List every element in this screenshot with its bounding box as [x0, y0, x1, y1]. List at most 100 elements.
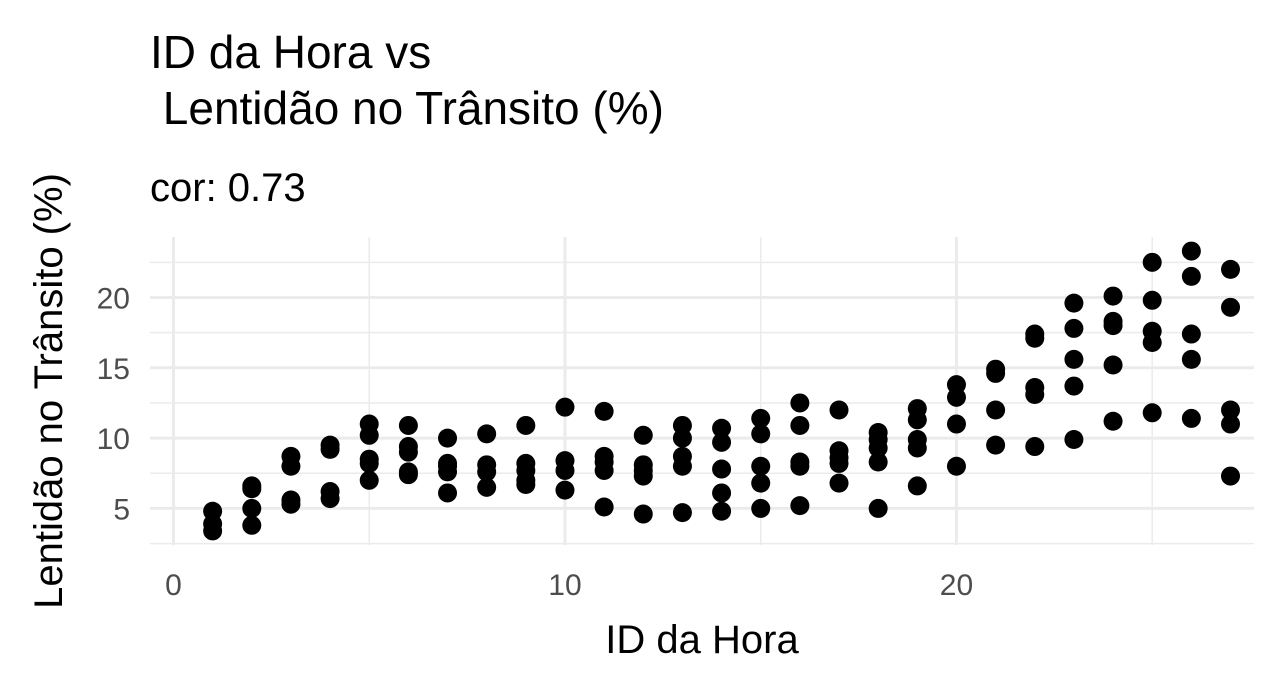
data-point: [946, 456, 966, 476]
data-point: [751, 473, 771, 493]
data-point: [555, 397, 575, 417]
data-point: [398, 415, 418, 435]
data-point: [633, 455, 653, 475]
data-point: [751, 424, 771, 444]
data-point: [986, 435, 1006, 455]
data-point: [790, 452, 810, 472]
data-point: [1181, 408, 1201, 428]
data-point: [907, 399, 927, 419]
data-point: [1181, 266, 1201, 286]
data-point: [359, 414, 379, 434]
data-point: [477, 477, 497, 497]
data-point: [907, 430, 927, 450]
y-tick-labels: 5 10 15 20: [97, 282, 130, 526]
data-point: [242, 515, 262, 535]
data-point: [359, 470, 379, 490]
data-point: [555, 451, 575, 471]
data-point: [398, 462, 418, 482]
data-point: [1181, 241, 1201, 261]
data-point: [712, 483, 732, 503]
data-point: [1103, 286, 1123, 306]
data-point: [1142, 321, 1162, 341]
data-point: [790, 415, 810, 435]
x-tick-label: 10: [548, 569, 581, 602]
data-point: [477, 455, 497, 475]
data-point: [790, 393, 810, 413]
data-point: [946, 375, 966, 395]
chart-subtitle: cor: 0.73: [150, 166, 306, 210]
data-point: [1221, 414, 1241, 434]
data-point: [907, 476, 927, 496]
data-point: [1221, 259, 1241, 279]
data-point: [242, 476, 262, 496]
data-point: [1142, 290, 1162, 310]
data-point: [1064, 349, 1084, 369]
data-point: [555, 480, 575, 500]
data-point: [868, 498, 888, 518]
y-tick-label: 15: [97, 353, 130, 386]
data-point: [751, 456, 771, 476]
data-point: [1103, 311, 1123, 331]
grid: [150, 237, 1254, 545]
data-point: [320, 482, 340, 502]
data-point: [1142, 403, 1162, 423]
data-point: [359, 449, 379, 469]
data-point: [1221, 297, 1241, 317]
x-axis-title: ID da Hora: [605, 618, 799, 662]
data-point: [633, 425, 653, 445]
data-point: [712, 418, 732, 438]
y-axis-title: Lentidão no Trânsito (%): [27, 173, 71, 609]
data-point: [712, 459, 732, 479]
data-point: [633, 504, 653, 524]
data-points: [203, 241, 1241, 541]
data-point: [281, 446, 301, 466]
data-point: [751, 498, 771, 518]
data-point: [868, 422, 888, 442]
data-point: [1064, 318, 1084, 338]
data-point: [320, 435, 340, 455]
data-point: [1221, 466, 1241, 486]
x-tick-label: 20: [940, 569, 973, 602]
data-point: [516, 415, 536, 435]
data-point: [1181, 349, 1201, 369]
data-point: [1103, 411, 1123, 431]
data-point: [986, 400, 1006, 420]
data-point: [946, 414, 966, 434]
data-point: [751, 408, 771, 428]
data-point: [1221, 400, 1241, 420]
data-point: [829, 441, 849, 461]
data-point: [398, 437, 418, 457]
x-tick-label: 0: [165, 569, 182, 602]
data-point: [1025, 324, 1045, 344]
data-point: [438, 453, 458, 473]
data-point: [1142, 252, 1162, 272]
data-point: [242, 498, 262, 518]
data-point: [986, 359, 1006, 379]
data-point: [1025, 437, 1045, 457]
data-point: [438, 483, 458, 503]
data-point: [1181, 324, 1201, 344]
data-point: [672, 415, 692, 435]
data-point: [1064, 376, 1084, 396]
data-point: [829, 473, 849, 493]
data-point: [672, 503, 692, 523]
data-point: [594, 401, 614, 421]
data-point: [281, 490, 301, 510]
data-point: [1103, 355, 1123, 375]
y-tick-label: 20: [97, 282, 130, 315]
x-tick-labels: 0 10 20: [165, 569, 973, 602]
data-point: [1064, 293, 1084, 313]
y-tick-label: 5: [113, 493, 130, 526]
data-point: [1064, 430, 1084, 450]
data-point: [1025, 377, 1045, 397]
data-point: [477, 424, 497, 444]
chart-title: ID da Hora vs Lentidão no Trânsito (%): [150, 26, 664, 134]
y-tick-label: 10: [97, 423, 130, 456]
data-point: [829, 400, 849, 420]
data-point: [438, 428, 458, 448]
data-point: [712, 501, 732, 521]
data-point: [712, 432, 732, 452]
data-point: [203, 501, 223, 521]
data-point: [516, 453, 536, 473]
